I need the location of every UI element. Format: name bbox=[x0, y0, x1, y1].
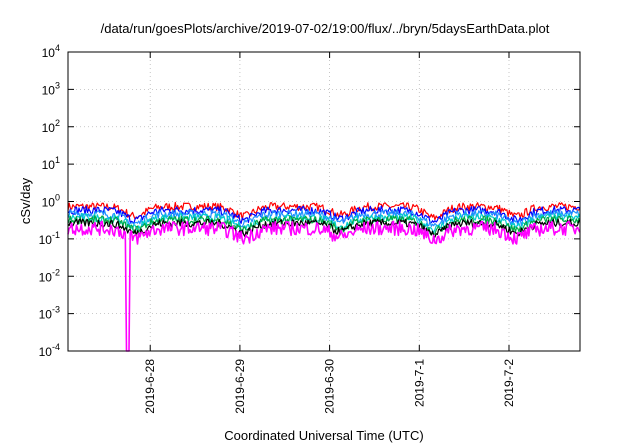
y-tick-exponent: -1 bbox=[52, 230, 60, 240]
y-tick-label: 101 bbox=[42, 155, 60, 172]
x-tick-label: 2019-6-30 bbox=[323, 359, 337, 414]
y-tick-base: 10 bbox=[42, 83, 56, 97]
x-axis-label: Coordinated Universal Time (UTC) bbox=[224, 428, 423, 443]
y-tick-base: 10 bbox=[42, 158, 56, 172]
y-tick-label: 10-1 bbox=[39, 230, 60, 247]
y-tick-label: 10-2 bbox=[39, 267, 60, 284]
series-line bbox=[67, 215, 581, 236]
y-tick-label: 104 bbox=[42, 43, 60, 60]
y-tick-base: 10 bbox=[39, 308, 53, 322]
data-series bbox=[67, 201, 581, 352]
grid-lines bbox=[68, 52, 580, 351]
y-tick-base: 10 bbox=[39, 233, 53, 247]
x-axis: 2019-6-28 2019-6-29 2019-6-30 2019-7-1 2019-… bbox=[143, 52, 516, 414]
y-tick-base: 10 bbox=[42, 196, 56, 210]
y-tick-label: 103 bbox=[42, 80, 60, 97]
y-axis-label: cSv/day bbox=[18, 177, 33, 224]
y-tick-base: 10 bbox=[42, 121, 56, 135]
y-tick-label: 10-4 bbox=[39, 342, 60, 359]
x-tick-label: 2019-6-28 bbox=[143, 359, 157, 414]
y-tick-base: 10 bbox=[42, 46, 56, 60]
y-tick-exponent: 4 bbox=[55, 43, 60, 53]
y-tick-label: 10-3 bbox=[39, 305, 60, 322]
series-line bbox=[67, 209, 581, 228]
y-tick-exponent: -4 bbox=[52, 342, 60, 352]
y-tick-exponent: -2 bbox=[52, 267, 60, 277]
series-line bbox=[67, 220, 581, 352]
y-tick-exponent: 2 bbox=[55, 118, 60, 128]
y-tick-label: 102 bbox=[42, 118, 60, 135]
y-tick-exponent: -3 bbox=[52, 305, 60, 315]
y-tick-exponent: 0 bbox=[55, 193, 60, 203]
y-tick-base: 10 bbox=[39, 270, 53, 284]
y-tick-label: 100 bbox=[42, 193, 60, 210]
x-tick-label: 2019-6-29 bbox=[233, 359, 247, 414]
y-tick-exponent: 1 bbox=[55, 155, 60, 165]
y-tick-base: 10 bbox=[39, 345, 53, 359]
y-tick-exponent: 3 bbox=[55, 80, 60, 90]
x-tick-label: 2019-7-2 bbox=[502, 359, 516, 407]
chart-title: /data/run/goesPlots/archive/2019-07-02/1… bbox=[101, 21, 550, 36]
x-tick-label: 2019-7-1 bbox=[412, 359, 426, 407]
